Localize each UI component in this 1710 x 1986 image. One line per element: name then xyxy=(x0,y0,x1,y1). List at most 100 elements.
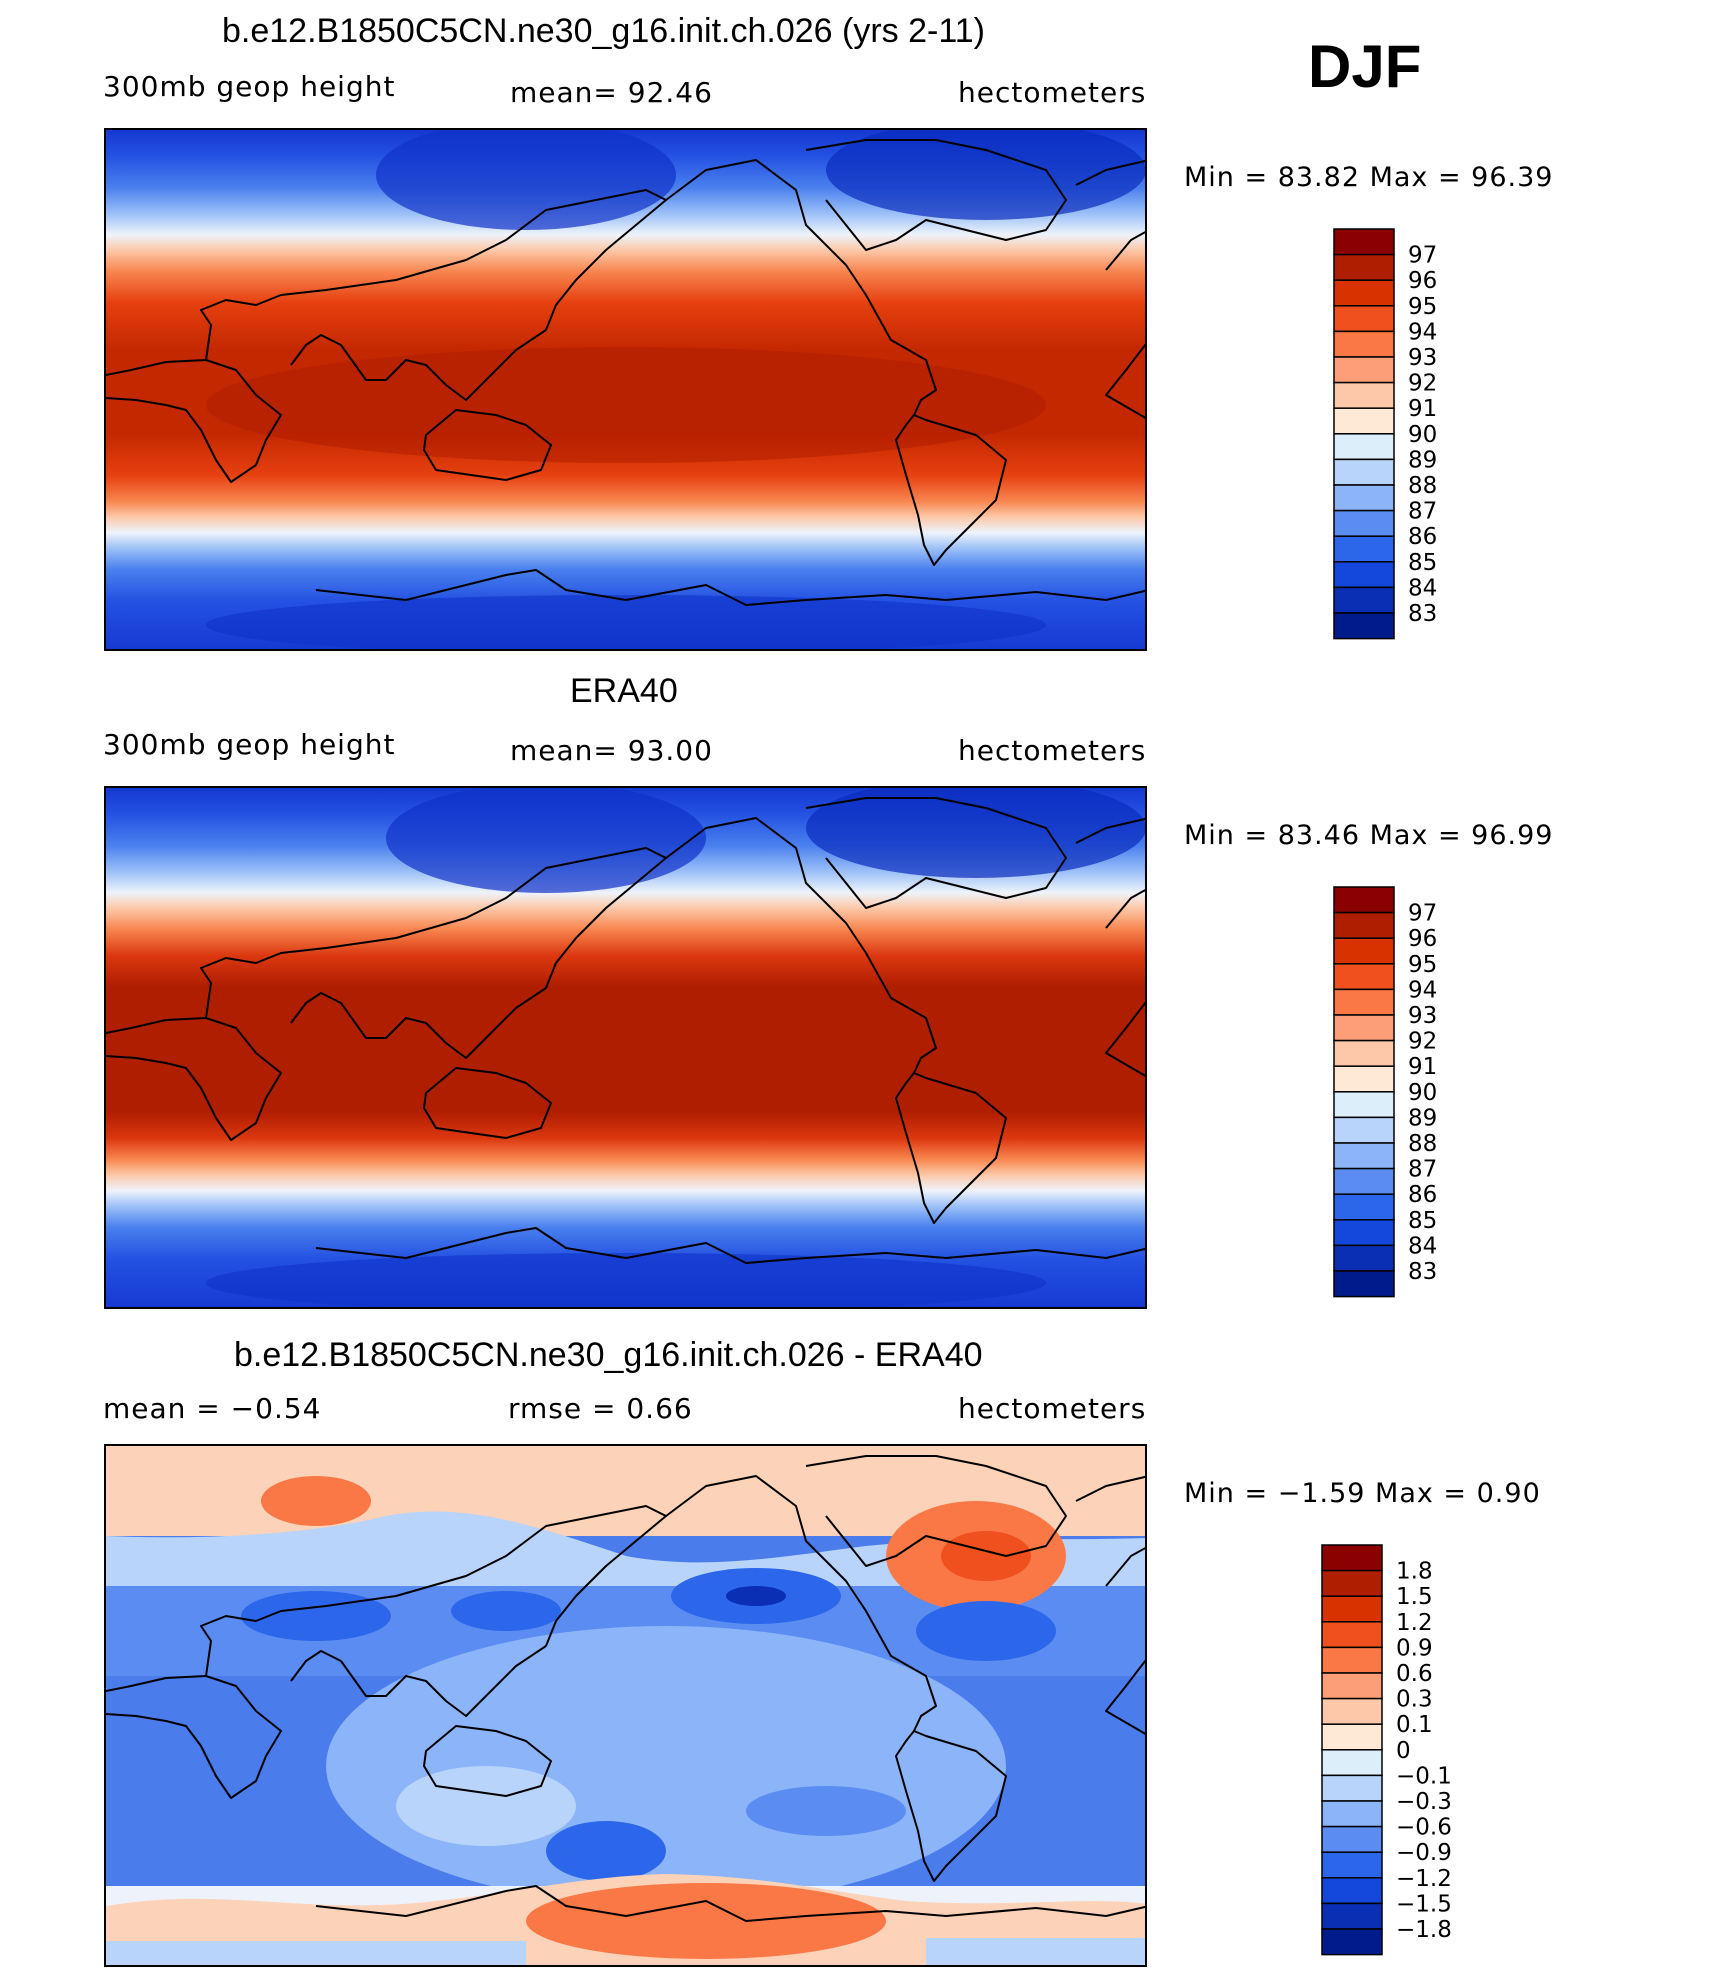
colorbar-swatch xyxy=(1321,1697,1383,1725)
colorbar-tick-label: 91 xyxy=(1408,396,1437,422)
colorbar-tick-label: 84 xyxy=(1408,1233,1437,1259)
panel1-title: b.e12.B1850C5CN.ne30_g16.init.ch.026 (yr… xyxy=(222,12,985,50)
colorbar-tick-label: 85 xyxy=(1408,1208,1437,1234)
colorbar-tick-label: −0.3 xyxy=(1396,1789,1452,1815)
colorbar-tick-label: 95 xyxy=(1408,952,1437,978)
colorbar-swatch xyxy=(1333,561,1395,589)
colorbar-swatch xyxy=(1333,458,1395,486)
colorbar-swatch xyxy=(1333,305,1395,333)
colorbar-tick-label: −1.8 xyxy=(1396,1917,1452,1943)
panel1-left-label: 300mb geop height xyxy=(103,70,396,103)
panel2-colorbar: 97 96 95 94 93 92 91 90 89 88 87 86 85 84 83 xyxy=(1333,886,1484,1298)
colorbar-swatch xyxy=(1333,509,1395,537)
colorbar-tick-label: 96 xyxy=(1408,926,1437,952)
panel3-right-label: hectometers xyxy=(958,1392,1147,1425)
panel1-map xyxy=(104,128,1147,651)
colorbar-tick-label: 0.9 xyxy=(1396,1635,1433,1661)
panel3-title: b.e12.B1850C5CN.ne30_g16.init.ch.026 - E… xyxy=(234,1336,983,1374)
colorbar-swatch xyxy=(1333,484,1395,512)
colorbar-swatch xyxy=(1321,1902,1383,1930)
panel3-center-label: rmse = 0.66 xyxy=(508,1392,693,1425)
colorbar-swatch xyxy=(1321,1595,1383,1623)
colorbar-swatch xyxy=(1333,1116,1395,1144)
colorbar-swatch xyxy=(1333,1270,1395,1298)
colorbar-tick-label: 94 xyxy=(1408,319,1437,345)
colorbar-swatch xyxy=(1321,1749,1383,1777)
panel1-center-label: mean= 92.46 xyxy=(510,76,713,109)
colorbar-swatch xyxy=(1333,356,1395,384)
colorbar-swatch xyxy=(1333,1065,1395,1093)
colorbar-swatch xyxy=(1333,1091,1395,1119)
season-label: DJF xyxy=(1308,33,1422,100)
colorbar-tick-label: −1.5 xyxy=(1396,1891,1452,1917)
colorbar-swatch xyxy=(1333,886,1395,914)
panel2-left-label: 300mb geop height xyxy=(103,728,396,761)
colorbar-swatch xyxy=(1321,1672,1383,1700)
colorbar-swatch xyxy=(1333,1219,1395,1247)
colorbar-swatch xyxy=(1321,1851,1383,1879)
colorbar-swatch xyxy=(1321,1723,1383,1751)
colorbar-tick-label: 90 xyxy=(1408,422,1437,448)
panel2-center-label: mean= 93.00 xyxy=(510,734,713,767)
colorbar-tick-label: 94 xyxy=(1408,977,1437,1003)
colorbar-tick-label: −0.1 xyxy=(1396,1763,1452,1789)
colorbar-swatch xyxy=(1321,1877,1383,1905)
colorbar-swatch xyxy=(1321,1825,1383,1853)
panel3-map xyxy=(104,1444,1147,1967)
colorbar-tick-label: 92 xyxy=(1408,371,1437,397)
colorbar-swatch xyxy=(1321,1928,1383,1956)
panel3-colorbar-svg: 1.81.51.20.90.60.30.10−0.1−0.3−0.6−0.9−1… xyxy=(1321,1544,1452,1956)
colorbar-swatch xyxy=(1333,586,1395,614)
colorbar-tick-label: 1.8 xyxy=(1396,1559,1433,1585)
colorbar-swatch xyxy=(1333,1039,1395,1067)
colorbar-tick-label: 87 xyxy=(1408,499,1437,525)
colorbar-tick-label: 89 xyxy=(1408,1105,1437,1131)
colorbar-swatch xyxy=(1333,535,1395,563)
colorbar-tick-label: 88 xyxy=(1408,1131,1437,1157)
colorbar-swatch xyxy=(1321,1544,1383,1572)
colorbar-tick-label: 86 xyxy=(1408,1182,1437,1208)
colorbar-tick-label: 95 xyxy=(1408,294,1437,320)
panel2-map xyxy=(104,786,1147,1309)
colorbar-swatch xyxy=(1333,228,1395,256)
colorbar-tick-label: 1.2 xyxy=(1396,1610,1433,1636)
colorbar-swatch xyxy=(1333,988,1395,1016)
colorbar-swatch xyxy=(1321,1569,1383,1597)
colorbar-tick-label: 96 xyxy=(1408,268,1437,294)
colorbar-tick-label: 83 xyxy=(1408,1259,1437,1285)
colorbar-swatch xyxy=(1333,279,1395,307)
colorbar-tick-label: 90 xyxy=(1408,1080,1437,1106)
panel3-left-label: mean = −0.54 xyxy=(103,1392,322,1425)
colorbar-tick-label: 92 xyxy=(1408,1029,1437,1055)
colorbar-tick-label: 87 xyxy=(1408,1157,1437,1183)
panel1-right-label: hectometers xyxy=(958,76,1147,109)
colorbar-tick-label: 93 xyxy=(1408,1003,1437,1029)
panel2-right-label: hectometers xyxy=(958,734,1147,767)
colorbar-tick-label: −0.9 xyxy=(1396,1840,1452,1866)
colorbar-tick-label: 0.3 xyxy=(1396,1687,1433,1713)
colorbar-swatch xyxy=(1333,911,1395,939)
colorbar-tick-label: 0 xyxy=(1396,1738,1411,1764)
colorbar-tick-label: 83 xyxy=(1408,601,1437,627)
colorbar-tick-label: 86 xyxy=(1408,524,1437,550)
colorbar-swatch xyxy=(1333,1142,1395,1170)
colorbar-tick-label: 0.6 xyxy=(1396,1661,1433,1687)
colorbar-tick-label: 1.5 xyxy=(1396,1584,1433,1610)
colorbar-tick-label: 88 xyxy=(1408,473,1437,499)
colorbar-swatch xyxy=(1333,1014,1395,1042)
colorbar-tick-label: 84 xyxy=(1408,575,1437,601)
colorbar-tick-label: 91 xyxy=(1408,1054,1437,1080)
panel1-colorbar: 97 96 95 94 93 92 91 90 89 88 87 86 85 84 83 xyxy=(1333,228,1484,640)
colorbar-tick-label: −1.2 xyxy=(1396,1866,1452,1892)
colorbar-swatch xyxy=(1333,1167,1395,1195)
colorbar-tick-label: 93 xyxy=(1408,345,1437,371)
colorbar-swatch xyxy=(1321,1621,1383,1649)
colorbar-swatch xyxy=(1333,937,1395,965)
colorbar-swatch xyxy=(1321,1800,1383,1828)
colorbar-swatch xyxy=(1333,433,1395,461)
panel2-title: ERA40 xyxy=(570,672,678,710)
panel1-minmax: Min = 83.82 Max = 96.39 xyxy=(1184,162,1554,193)
colorbar-swatch xyxy=(1321,1774,1383,1802)
